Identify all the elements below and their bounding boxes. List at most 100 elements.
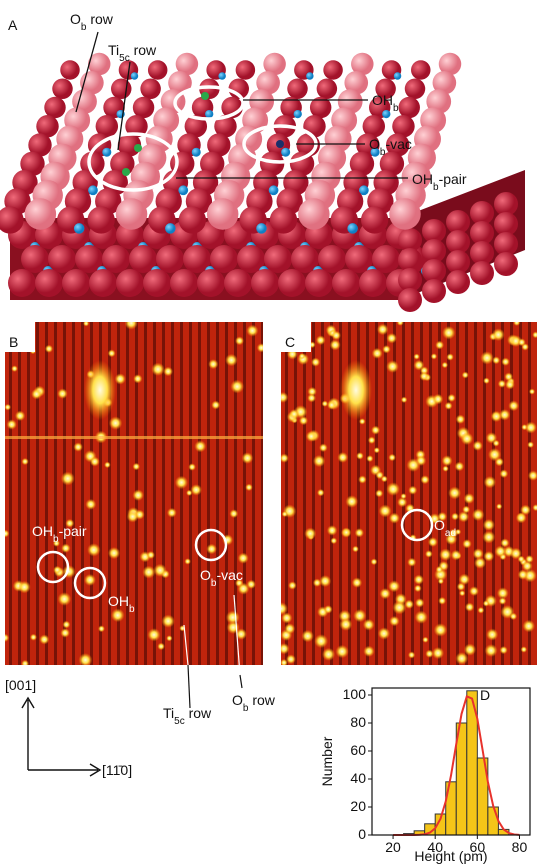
adsorbate [522,620,535,633]
stripe [483,322,486,665]
adsorbate [438,597,446,605]
adsorbate [389,616,400,627]
label-part: O [232,692,243,708]
adsorbate [473,548,484,559]
atom [305,269,333,297]
adsorbate [109,416,122,429]
atom [446,270,470,294]
y-tick-label: 60 [350,742,366,758]
label-part: O [70,11,81,27]
adsorbate [282,511,288,517]
atom [389,198,421,230]
adsorbate [480,351,493,364]
adsorbate [451,550,462,561]
adsorbate [525,555,533,563]
adsorbate [455,462,465,472]
adsorbate [438,578,444,584]
stripe [294,322,297,665]
adsorbate [313,579,321,587]
atom [178,185,188,195]
adsorbate [492,328,505,341]
adsorbate [84,574,96,586]
label-part: -vac [385,136,411,152]
adsorbate [125,316,138,329]
adsorbate [397,319,404,326]
adsorbate [284,623,295,634]
adsorbate [314,634,328,648]
adsorbate [407,558,416,567]
adsorbate [175,476,188,489]
adsorbate [473,441,483,451]
adsorbate [98,625,105,632]
adsorbate [345,495,358,508]
adsorbate [57,388,68,399]
adsorbate [57,592,71,606]
adsorbate [235,336,244,345]
adsorbate [147,551,155,559]
adsorbate [327,525,338,536]
adsorbate [496,503,502,509]
adsorbate [484,476,496,488]
adsorbate [513,319,520,326]
adsorbate [469,586,479,596]
label-part: b [129,604,135,615]
atom [205,110,213,118]
adsorbate [45,345,53,353]
adsorbate [442,455,453,466]
adsorbate [167,508,177,518]
adsorbate [464,493,475,504]
atom [165,223,176,234]
adsorbate [448,487,461,500]
label-part: Ti [163,705,174,721]
atom [298,198,330,230]
y-axis-title: Number [319,736,335,786]
adsorbate [7,419,17,429]
adsorbate [317,489,324,496]
scan-line [5,436,263,439]
adsorbate [406,458,420,472]
stripe [528,322,531,665]
adsorbate [445,402,453,410]
adsorbate [60,628,70,638]
adsorbate [277,392,288,403]
atom [197,269,225,297]
stripe [45,322,48,665]
adsorbate [486,628,498,640]
adsorbate [448,394,456,402]
adsorbate [508,400,519,411]
label-part: row [248,692,275,708]
adsorbate [442,326,456,340]
stripe [207,322,210,665]
adsorbate [108,349,116,357]
adsorbate [462,539,471,548]
label-part: O [369,136,380,152]
adsorbate [257,343,266,352]
atom [236,60,256,80]
adsorbate [355,528,364,537]
adsorbate [319,443,328,452]
stripe [312,322,315,665]
adsorbate [518,338,526,346]
label-part: OH [108,593,129,609]
adsorbate [194,440,206,452]
adsorbate [462,372,469,379]
adsorbate [525,422,537,434]
atom [251,269,279,297]
adsorbate [324,605,333,614]
adsorbate [62,621,70,629]
stripe [438,322,441,665]
adsorbate [465,602,474,611]
adsorbate [208,359,218,369]
panel-letter: D [480,687,490,703]
adsorbate [375,489,383,497]
adsorbate [377,324,389,336]
leader [188,665,190,708]
adsorbate [342,528,351,537]
adsorbate [368,436,376,444]
stripe [261,322,264,665]
atom [89,269,117,297]
stripe [72,322,75,665]
adsorbate [278,643,289,654]
y-tick-label: 40 [350,770,366,786]
